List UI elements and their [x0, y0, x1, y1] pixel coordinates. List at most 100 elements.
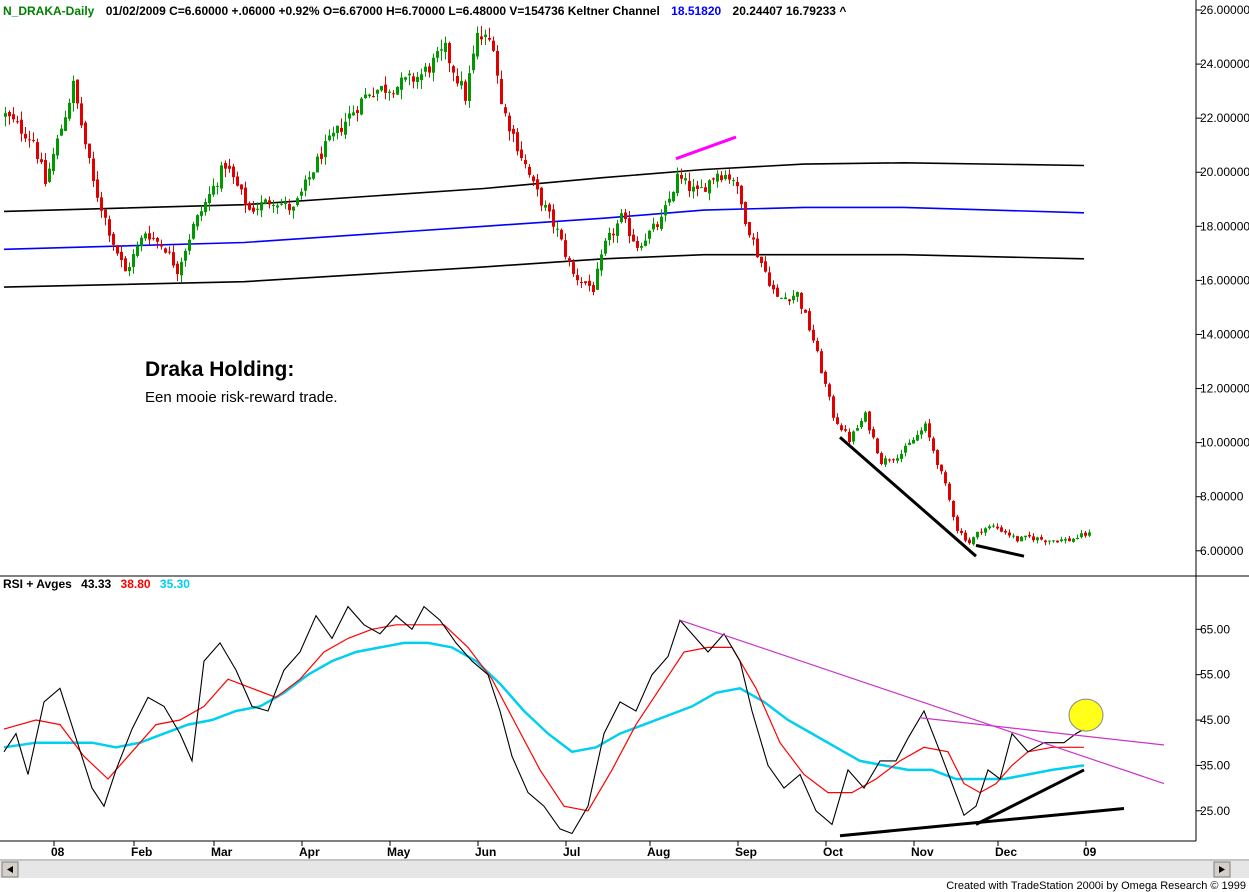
candle-body — [1048, 540, 1051, 542]
highlight-circle — [1068, 698, 1104, 732]
candle-body — [212, 185, 215, 195]
candle-body — [404, 77, 407, 80]
symbol-label: N_DRAKA-Daily — [3, 4, 95, 18]
candle-body — [1004, 531, 1007, 533]
candle-body — [792, 295, 795, 301]
candle-body — [1064, 539, 1067, 541]
candle-body — [388, 91, 391, 93]
candle-body — [116, 245, 119, 254]
candle-body — [976, 531, 979, 538]
candle-body — [748, 222, 751, 236]
rsi-header: RSI + Avges 43.33 38.80 35.30 — [3, 577, 190, 591]
candle-body — [416, 76, 419, 83]
candle-body — [668, 198, 671, 203]
candle-body — [1040, 537, 1043, 540]
candle-body — [740, 185, 743, 205]
candle-body — [680, 174, 683, 179]
candle-body — [124, 258, 127, 272]
candle-body — [908, 442, 911, 445]
candle-body — [428, 66, 431, 73]
candle-body — [436, 51, 439, 58]
candle-body — [856, 428, 859, 431]
candle-body — [468, 73, 471, 101]
candle-body — [760, 256, 763, 263]
time-tick-label: Nov — [911, 845, 934, 859]
candle-body — [288, 203, 291, 211]
candle-body — [652, 223, 655, 230]
candle-body — [252, 207, 255, 212]
candle-body — [60, 128, 63, 136]
scrollbar-track[interactable] — [0, 861, 1249, 878]
candle-body — [308, 177, 311, 180]
rsi-trendline — [975, 768, 1085, 826]
candle-body — [584, 281, 587, 284]
candle-body — [592, 285, 595, 292]
candle-body — [156, 238, 159, 242]
time-axis: 08 Feb Mar Apr May Jun Jul Aug Sep Oct Nov Dec 09 — [51, 841, 1097, 859]
price-tick-label: 26.00000 — [1200, 3, 1249, 17]
candle-body — [32, 139, 35, 141]
rsi-title: RSI + Avges — [3, 577, 72, 591]
candle-body — [312, 172, 315, 179]
rsi-avg1-line — [3, 624, 1084, 812]
candle-body — [160, 244, 163, 247]
candle-body — [980, 531, 983, 533]
annotation-subtitle: Een mooie risk-reward trade. — [145, 389, 338, 406]
price-trendline — [675, 135, 737, 161]
candle-body — [728, 174, 731, 180]
candle-body — [180, 261, 183, 276]
candle-body — [168, 251, 171, 253]
rsi-avg2-line — [3, 641, 1085, 781]
candle-body — [108, 219, 111, 236]
candle-body — [228, 165, 231, 169]
scroll-left-arrow-icon — [7, 866, 13, 873]
candle-body — [356, 110, 359, 113]
candle-body — [272, 204, 275, 206]
candle-body — [112, 233, 115, 245]
candle-body — [20, 119, 23, 134]
candle-body — [564, 240, 567, 257]
candle-body — [688, 180, 691, 192]
candle-body — [956, 516, 959, 531]
candle-body — [952, 500, 955, 517]
candle-body — [872, 429, 875, 438]
candle-body — [684, 178, 687, 181]
candle-body — [988, 526, 991, 529]
scroll-right-arrow-icon — [1219, 866, 1225, 873]
candle-body — [924, 423, 927, 431]
candle-body — [992, 525, 995, 527]
candle-body — [1036, 537, 1039, 541]
candle-body — [528, 166, 531, 175]
candle-body — [1060, 539, 1063, 542]
candle-body — [648, 230, 651, 239]
candle-body — [772, 284, 775, 290]
candle-body — [72, 80, 75, 104]
candle-body — [500, 78, 503, 105]
candle-body — [456, 75, 459, 84]
candle-body — [616, 223, 619, 236]
candle-body — [464, 81, 467, 101]
price-trendline — [975, 543, 1025, 558]
candle-body — [696, 185, 699, 189]
candle-body — [796, 291, 799, 297]
candle-body — [128, 266, 131, 272]
candle-body — [164, 248, 167, 253]
candle-body — [480, 36, 483, 40]
price-tick-label: 22.00000 — [1200, 111, 1249, 125]
candle-body — [600, 254, 603, 271]
candle-body — [220, 165, 223, 189]
candle-body — [348, 113, 351, 119]
price-axis: 26.00000 24.00000 22.00000 20.00000 18.00000… — [1196, 3, 1249, 558]
candle-body — [588, 280, 591, 286]
candle-body — [424, 66, 427, 72]
price-tick-label: 12.00000 — [1200, 382, 1249, 396]
candle-body — [644, 240, 647, 246]
candle-body — [204, 202, 207, 213]
rsi-trendlines — [679, 619, 1165, 838]
candle-body — [788, 299, 791, 302]
candle-body — [224, 163, 227, 169]
candle-body — [556, 228, 559, 230]
price-tick-label: 8.00000 — [1200, 490, 1244, 504]
candle-body — [184, 250, 187, 261]
